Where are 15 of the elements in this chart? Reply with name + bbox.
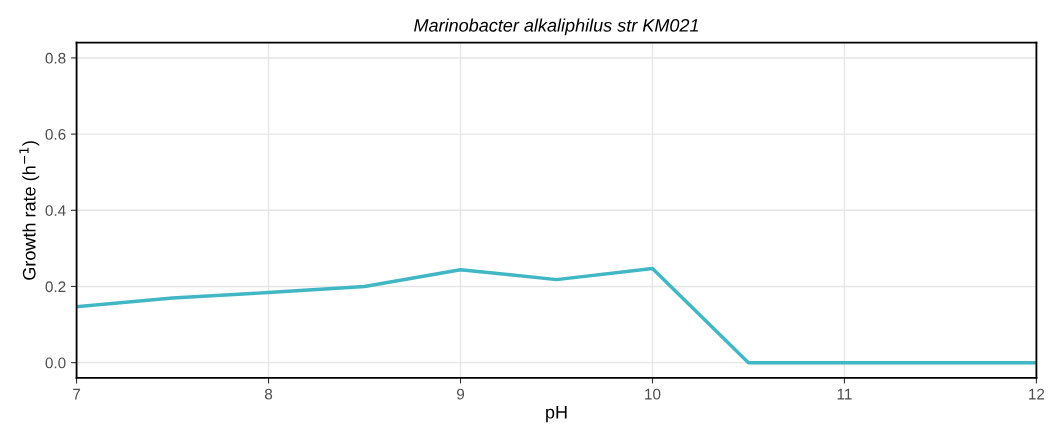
y-axis-title: Growth rate (h$^{−1}$) (19, 141, 40, 280)
x-tick-label: 10 (645, 388, 661, 400)
x-axis-title: pH (546, 405, 567, 423)
chart-title: Marinobacter alkaliphilus str KM021 (414, 18, 698, 36)
x-tick-label: 12 (1029, 388, 1045, 400)
y-tick-label: 0.6 (45, 128, 66, 140)
y-tick-label: 0.4 (45, 205, 66, 216)
line-series (76, 266, 1037, 365)
y-tick-label: 0.0 (45, 357, 66, 369)
y-tick-label: 0.8 (45, 52, 66, 64)
x-tick-label: 8 (264, 388, 273, 400)
x-tick-label: 7 (73, 388, 81, 400)
y-tick-label: 0.2 (45, 281, 66, 293)
x-tick-label: 9 (456, 388, 465, 400)
x-tick-label: 11 (837, 388, 852, 400)
